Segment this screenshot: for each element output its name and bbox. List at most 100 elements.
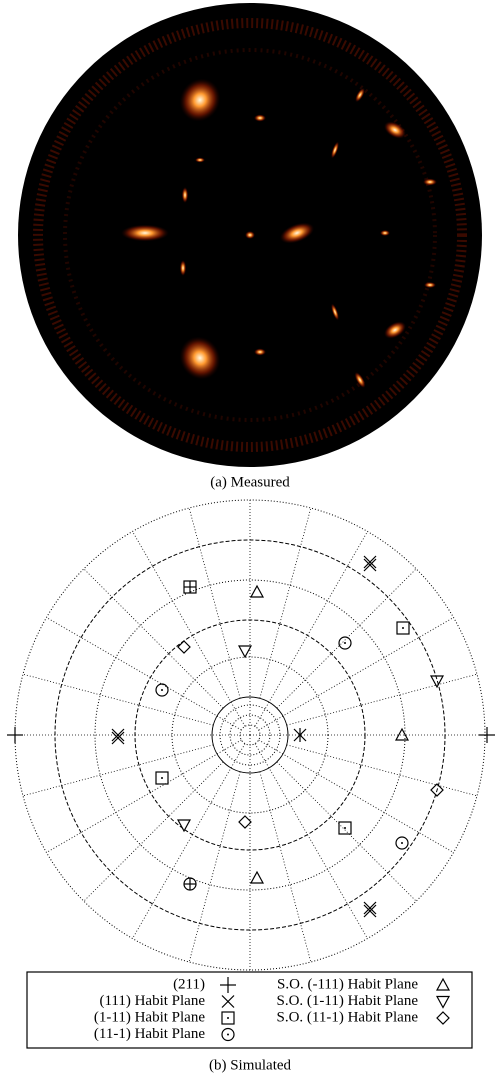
marker-sq [155,771,169,785]
stroke [363,904,377,918]
marker-xx [363,555,377,572]
caption: (a) Measured [210,474,290,490]
grid-spoke [83,568,224,709]
stroke [111,728,125,742]
tri [176,819,192,833]
ring [63,48,437,422]
grid-spoke [254,743,368,939]
spot [195,157,205,163]
marker-td [435,995,451,1009]
marker-td [429,675,445,689]
marker-di [238,815,252,829]
grid-spoke [132,531,246,727]
spot [254,114,266,122]
marker-di [436,1011,450,1025]
stroke [363,555,377,569]
marker-sq [338,821,352,835]
diamond [436,1011,450,1025]
marker-plus [220,977,236,993]
marker-di [177,640,191,654]
grid-spoke [46,617,242,731]
marker-co [338,636,352,650]
marker-sqp [183,580,197,594]
grid-spoke [83,761,224,902]
marker-star [293,728,307,742]
marker-co [221,1027,235,1042]
ring [155,683,169,697]
grid-circle [229,714,271,756]
tri [249,870,265,884]
spot [423,178,437,186]
dot [227,1033,229,1036]
spot [424,282,436,288]
marker-plus [7,727,23,743]
legend: (211)(111) Habit Plane(1-11) Habit Plane… [94,976,451,1042]
spot [179,78,221,122]
legend-box [26,971,473,1049]
spot [384,321,406,339]
legend-label: (1-11) Habit Plane [94,1009,205,1025]
grid-spoke [286,673,478,726]
marker-sq [221,1011,235,1025]
spot [331,141,339,159]
dot [344,827,346,829]
marker-xx [111,728,125,745]
simulated-plot [14,499,486,971]
grid-spoke [286,744,478,797]
legend-label: S.O. (1-11) Habit Plane [276,993,418,1009]
grid-spoke [188,771,241,963]
ring [338,636,352,650]
grid-spoke [46,739,242,853]
grid-circle [211,696,289,774]
tri [237,645,253,659]
stroke [221,995,235,1008]
box [338,821,352,835]
spot [179,336,221,380]
marker-cp [183,877,197,891]
marker-xx [363,901,377,918]
grid-spoke [259,507,312,699]
grid-spoke [132,743,246,939]
marker-tu [394,727,410,741]
ring [221,1027,235,1042]
stroke [363,558,377,572]
dot [401,842,403,844]
legend-label: (111) Habit Plane [99,993,205,1009]
spot [380,230,390,236]
tri [249,584,265,598]
tri [435,995,451,1009]
spot [354,372,366,388]
spot [279,222,315,244]
tri [435,977,451,991]
stroke [363,901,377,915]
marker-td [237,645,253,659]
marker-co [155,683,169,697]
box [155,771,169,785]
markers [7,555,495,918]
marker-sq [396,621,410,635]
diamond [177,640,191,654]
marker-tu [249,870,265,884]
marker-plus [479,727,495,743]
spot [355,87,365,103]
legend-label: S.O. (-111) Habit Plane [277,976,418,992]
legend-label: S.O. (11-1) Habit Plane [276,1009,418,1025]
dot [161,777,163,779]
spot [121,224,169,242]
marker-co [395,836,409,850]
marker-di [430,783,444,797]
grid-spoke [188,507,241,699]
stroke [111,731,125,745]
grid-spoke [258,617,454,731]
grid-spoke [258,739,454,853]
spot [384,121,406,139]
marker-td [176,819,192,833]
marker-tu [249,584,265,598]
tri [394,727,410,741]
spot [179,260,187,276]
tri [429,675,445,689]
spot [181,187,189,203]
grid-spoke [22,673,214,726]
